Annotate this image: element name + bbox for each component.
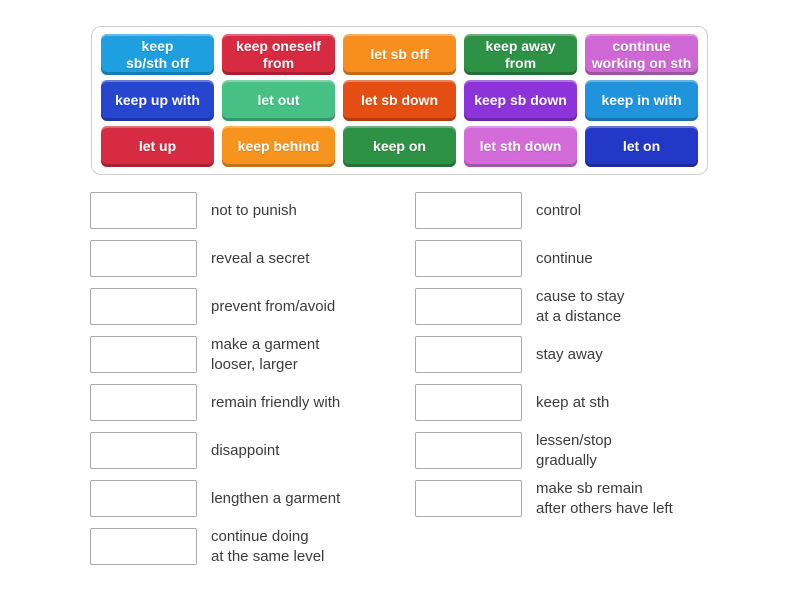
definition-row-make-a-garment-looser-larger: make a garment looser, larger xyxy=(90,336,340,373)
tile-keep-up-with[interactable]: keep up with xyxy=(101,80,214,121)
tile-let-on[interactable]: let on xyxy=(585,126,698,167)
match-slot[interactable] xyxy=(90,480,197,517)
definition-text: disappoint xyxy=(211,441,280,459)
definition-text: control xyxy=(536,201,582,219)
definition-text: reveal a secret xyxy=(211,249,310,267)
match-slot[interactable] xyxy=(415,432,522,469)
match-slot[interactable] xyxy=(415,384,522,421)
match-slot[interactable] xyxy=(415,480,522,517)
definition-row-lengthen-a-garment: lengthen a garment xyxy=(90,480,340,517)
match-slot[interactable] xyxy=(90,336,197,373)
definition-text: cause to stay at a distance xyxy=(536,287,625,325)
definition-row-remain-friendly-with: remain friendly with xyxy=(90,384,340,421)
definition-text: stay away xyxy=(536,345,603,363)
definition-text: lessen/stop gradually xyxy=(536,431,612,469)
tile-let-up[interactable]: let up xyxy=(101,126,214,167)
definitions-left-column: not to punish reveal a secret prevent fr… xyxy=(90,192,340,576)
definition-row-control: control xyxy=(415,192,673,229)
definitions-right-column: control continue cause to stay at a dist… xyxy=(415,192,673,528)
definition-text: keep at sth xyxy=(536,393,610,411)
definition-text: make a garment looser, larger xyxy=(211,335,320,373)
tile-let-sb-down[interactable]: let sb down xyxy=(343,80,456,121)
definition-row-continue-doing-at-the-same-level: continue doing at the same level xyxy=(90,528,340,565)
definition-text: continue xyxy=(536,249,593,267)
match-slot[interactable] xyxy=(90,384,197,421)
tile-keep-on[interactable]: keep on xyxy=(343,126,456,167)
tile-keep-oneself-from[interactable]: keep oneself from xyxy=(222,34,335,75)
tile-let-sb-off[interactable]: let sb off xyxy=(343,34,456,75)
tile-keep-sb-sth-off[interactable]: keep sb/sth off xyxy=(101,34,214,75)
definition-row-not-to-punish: not to punish xyxy=(90,192,340,229)
tile-board: keep sb/sth off keep oneself from let sb o… xyxy=(91,26,708,175)
definition-row-cause-to-stay-at-a-distance: cause to stay at a distance xyxy=(415,288,673,325)
match-slot[interactable] xyxy=(90,288,197,325)
tile-let-sth-down[interactable]: let sth down xyxy=(464,126,577,167)
definition-row-prevent-from-avoid: prevent from/avoid xyxy=(90,288,340,325)
match-slot[interactable] xyxy=(415,288,522,325)
definition-text: prevent from/avoid xyxy=(211,297,336,315)
definition-row-disappoint: disappoint xyxy=(90,432,340,469)
match-slot[interactable] xyxy=(90,240,197,277)
definition-text: remain friendly with xyxy=(211,393,341,411)
tile-keep-sb-down[interactable]: keep sb down xyxy=(464,80,577,121)
definition-row-continue: continue xyxy=(415,240,673,277)
definition-row-stay-away: stay away xyxy=(415,336,673,373)
definition-row-make-sb-remain-after-others-have-left: make sb remain after others have left xyxy=(415,480,673,517)
definition-row-reveal-a-secret: reveal a secret xyxy=(90,240,340,277)
definition-text: lengthen a garment xyxy=(211,489,341,507)
definition-text: continue doing at the same level xyxy=(211,527,325,565)
match-slot[interactable] xyxy=(90,192,197,229)
match-slot[interactable] xyxy=(90,432,197,469)
definition-row-keep-at-sth: keep at sth xyxy=(415,384,673,421)
match-slot[interactable] xyxy=(90,528,197,565)
match-slot[interactable] xyxy=(415,336,522,373)
match-slot[interactable] xyxy=(415,192,522,229)
definition-row-lessen-stop-gradually: lessen/stop gradually xyxy=(415,432,673,469)
match-slot[interactable] xyxy=(415,240,522,277)
definition-text: not to punish xyxy=(211,201,297,219)
tile-keep-in-with[interactable]: keep in with xyxy=(585,80,698,121)
tile-keep-behind[interactable]: keep behind xyxy=(222,126,335,167)
tile-continue-working-on-sth[interactable]: continue working on sth xyxy=(585,34,698,75)
tile-keep-away-from[interactable]: keep away from xyxy=(464,34,577,75)
definition-text: make sb remain after others have left xyxy=(536,479,673,517)
tile-let-out[interactable]: let out xyxy=(222,80,335,121)
